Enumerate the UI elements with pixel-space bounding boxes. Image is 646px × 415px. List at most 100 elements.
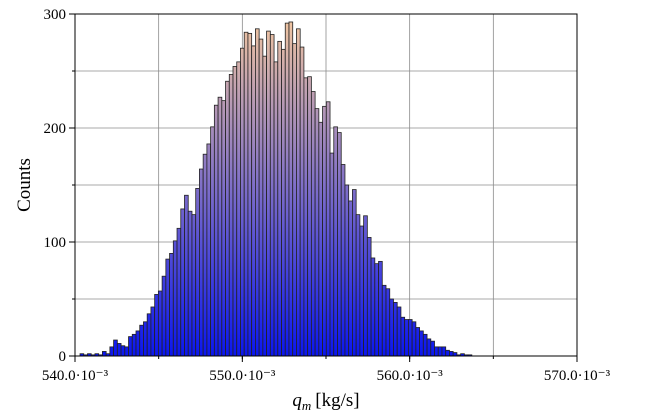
histogram-bar bbox=[255, 28, 260, 357]
histogram-bar bbox=[139, 324, 144, 357]
histogram-bar bbox=[157, 290, 163, 357]
histogram-bar bbox=[213, 104, 219, 357]
histogram-bar bbox=[102, 351, 107, 357]
histogram-bar bbox=[240, 47, 245, 357]
histogram-bar bbox=[161, 275, 167, 357]
histogram-bar bbox=[337, 132, 342, 357]
histogram-bar bbox=[284, 22, 290, 357]
histogram-bar bbox=[269, 34, 275, 357]
histogram-bar bbox=[452, 352, 458, 357]
histogram-bar bbox=[124, 346, 129, 357]
histogram-bar bbox=[437, 346, 443, 357]
x-axis-symbol: q bbox=[292, 390, 302, 411]
histogram-bars bbox=[79, 21, 473, 357]
histogram-bar bbox=[389, 298, 394, 357]
histogram-bar bbox=[146, 313, 152, 357]
histogram-bar bbox=[303, 77, 309, 357]
histogram-bar bbox=[430, 340, 435, 357]
histogram-bar bbox=[210, 126, 215, 357]
histogram-bar bbox=[143, 321, 148, 357]
histogram-bar bbox=[407, 319, 413, 357]
histogram-bar bbox=[374, 263, 379, 357]
histogram-bar bbox=[348, 200, 353, 357]
histogram-bar bbox=[344, 184, 350, 357]
histogram-bar bbox=[441, 346, 447, 357]
histogram-bar bbox=[131, 333, 137, 357]
histogram-bar bbox=[199, 168, 204, 357]
histogram-bar bbox=[281, 48, 286, 357]
histogram-bar bbox=[411, 321, 417, 357]
histogram-bar bbox=[154, 294, 159, 357]
histogram-bar bbox=[150, 306, 156, 357]
histogram-bar bbox=[310, 91, 316, 357]
y-tick-label: 0 bbox=[59, 349, 67, 365]
histogram-bar bbox=[251, 45, 256, 357]
histogram-bar bbox=[366, 237, 372, 357]
histogram-bar bbox=[404, 319, 409, 357]
histogram-bar bbox=[176, 227, 182, 357]
x-tick-label: 540.0·10⁻³ bbox=[42, 368, 109, 384]
histogram-bar bbox=[363, 215, 368, 357]
histogram-bar bbox=[172, 240, 178, 357]
histogram-bar bbox=[273, 61, 279, 357]
histogram-bar bbox=[266, 30, 271, 357]
histogram-bar bbox=[247, 32, 253, 357]
histogram-bar bbox=[322, 105, 327, 357]
y-tick-label: 300 bbox=[44, 7, 67, 23]
histogram-bar bbox=[445, 349, 450, 357]
histogram-bar bbox=[296, 28, 301, 357]
histogram-bar bbox=[165, 258, 170, 357]
histogram-bar bbox=[352, 189, 357, 357]
histogram-bar bbox=[381, 284, 387, 357]
histogram-bar bbox=[292, 43, 297, 357]
histogram-bar bbox=[243, 31, 249, 357]
histogram-bar bbox=[232, 66, 238, 357]
histogram-bar bbox=[307, 76, 312, 357]
histogram-bar bbox=[180, 208, 185, 357]
histogram-bar bbox=[258, 38, 264, 357]
histogram-bar bbox=[396, 306, 402, 357]
histogram-bar bbox=[135, 330, 141, 357]
histogram-bar bbox=[187, 210, 193, 357]
histogram-bar bbox=[422, 333, 428, 357]
y-tick-label: 200 bbox=[44, 121, 67, 137]
histogram-bar bbox=[415, 327, 420, 357]
histogram-bar bbox=[385, 288, 391, 357]
histogram-bar bbox=[314, 108, 320, 357]
x-tick-label: 560.0·10⁻³ bbox=[377, 368, 444, 384]
histogram-bar bbox=[109, 346, 115, 357]
histogram-bar bbox=[116, 343, 122, 357]
histogram-bar bbox=[221, 100, 226, 357]
histogram-bar bbox=[318, 121, 323, 357]
histogram-bar bbox=[120, 345, 126, 357]
histogram-bar bbox=[202, 153, 208, 357]
histogram-bar bbox=[355, 214, 361, 357]
histogram-bar bbox=[113, 339, 118, 357]
histogram-bar bbox=[400, 316, 406, 357]
y-tick-labels: 0 100 200 300 bbox=[44, 7, 67, 365]
histogram-bar bbox=[217, 96, 223, 357]
axis-ticks bbox=[69, 13, 578, 362]
histogram-bar bbox=[329, 152, 335, 357]
histogram-bar bbox=[277, 40, 282, 357]
y-axis-label: Counts bbox=[14, 158, 35, 212]
x-tick-labels: 540.0·10⁻³ 550.0·10⁻³ 560.0·10⁻³ 570.0·10⁻³ bbox=[42, 368, 611, 384]
histogram-bar bbox=[195, 188, 200, 357]
histogram-bar bbox=[370, 257, 376, 357]
y-tick-label: 100 bbox=[44, 235, 67, 251]
x-axis-label: qm [kg/s] bbox=[292, 390, 359, 413]
x-axis-subscript: m bbox=[302, 398, 311, 413]
histogram-bar bbox=[434, 346, 439, 357]
histogram-bar bbox=[393, 302, 398, 357]
histogram-bar bbox=[359, 225, 365, 357]
histogram-bar bbox=[426, 338, 432, 357]
histogram-bar bbox=[299, 46, 305, 357]
histogram-bar bbox=[225, 80, 230, 357]
x-tick-label: 570.0·10⁻³ bbox=[544, 368, 611, 384]
histogram-bar bbox=[288, 21, 294, 357]
histogram-bar bbox=[228, 74, 234, 357]
x-tick-label: 550.0·10⁻³ bbox=[209, 368, 276, 384]
histogram-bar bbox=[262, 55, 267, 357]
histogram-bar bbox=[236, 61, 241, 357]
